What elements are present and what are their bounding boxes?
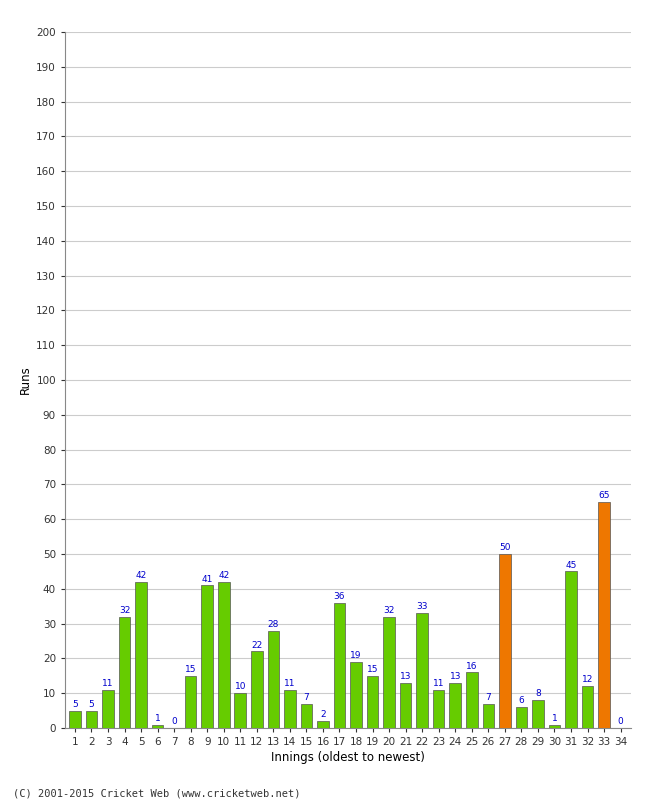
Text: 12: 12 [582,675,593,685]
X-axis label: Innings (oldest to newest): Innings (oldest to newest) [271,751,424,764]
Bar [235,693,246,728]
Bar [582,686,593,728]
Text: 0: 0 [618,718,623,726]
Bar [333,602,345,728]
Text: 33: 33 [417,602,428,611]
Bar [367,676,378,728]
Bar [251,651,263,728]
Text: 6: 6 [519,696,525,706]
Bar [317,721,329,728]
Bar [350,662,362,728]
Text: 42: 42 [218,571,229,580]
Text: 7: 7 [486,693,491,702]
Text: 28: 28 [268,620,279,629]
Text: 5: 5 [88,700,94,709]
Text: 45: 45 [566,561,577,570]
Bar [69,710,81,728]
Bar [515,707,527,728]
Text: 11: 11 [284,679,296,688]
Text: 15: 15 [185,665,196,674]
Text: 13: 13 [400,672,411,681]
Bar [532,700,543,728]
Bar [384,617,395,728]
Text: 13: 13 [450,672,461,681]
Bar [86,710,97,728]
Text: 42: 42 [135,571,147,580]
Text: 1: 1 [552,714,557,722]
Text: 19: 19 [350,651,362,660]
Bar [549,725,560,728]
Text: (C) 2001-2015 Cricket Web (www.cricketweb.net): (C) 2001-2015 Cricket Web (www.cricketwe… [13,788,300,798]
Text: 5: 5 [72,700,78,709]
Bar [268,630,279,728]
Bar [566,571,577,728]
Bar [433,690,445,728]
Text: 16: 16 [466,662,478,670]
Bar [417,613,428,728]
Text: 1: 1 [155,714,161,722]
Bar [102,690,114,728]
Bar [482,704,494,728]
Bar [598,502,610,728]
Bar [152,725,163,728]
Bar [284,690,296,728]
Text: 41: 41 [202,574,213,583]
Bar [185,676,196,728]
Text: 7: 7 [304,693,309,702]
Bar [449,682,461,728]
Text: 2: 2 [320,710,326,719]
Bar [135,582,147,728]
Bar [466,672,478,728]
Text: 22: 22 [251,641,263,650]
Bar [119,617,130,728]
Bar [202,586,213,728]
Text: 50: 50 [499,543,511,552]
Text: 15: 15 [367,665,378,674]
Bar [300,704,312,728]
Y-axis label: Runs: Runs [19,366,32,394]
Bar [218,582,229,728]
Text: 32: 32 [119,606,130,615]
Text: 36: 36 [333,592,345,601]
Text: 8: 8 [535,690,541,698]
Text: 11: 11 [102,679,114,688]
Bar [400,682,411,728]
Text: 65: 65 [598,491,610,500]
Text: 10: 10 [235,682,246,691]
Text: 32: 32 [384,606,395,615]
Text: 11: 11 [433,679,445,688]
Text: 0: 0 [171,718,177,726]
Bar [499,554,511,728]
